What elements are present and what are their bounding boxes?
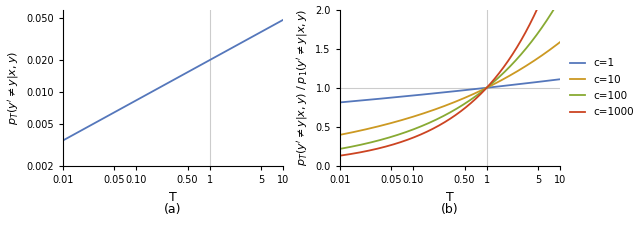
c=10: [425, 110, 433, 113]
c=1: [487, 86, 495, 89]
c=1000: [487, 81, 495, 84]
c=100: [512, 59, 520, 62]
Text: (a): (a): [164, 203, 182, 216]
c=10: [358, 129, 366, 131]
c=10: [336, 133, 344, 136]
c=100: [487, 83, 495, 86]
c=1: [358, 99, 366, 102]
c=10: [512, 71, 520, 74]
c=100: [358, 143, 366, 146]
Y-axis label: $p_T(y'\neq y|x,y)$: $p_T(y'\neq y|x,y)$: [6, 51, 20, 125]
Y-axis label: $p_T(y'\neq y|x,y)\;/\;p_1(y'\neq y|x,y)$: $p_T(y'\neq y|x,y)\;/\;p_1(y'\neq y|x,y)…: [295, 9, 310, 166]
c=1000: [358, 151, 366, 153]
c=1000: [336, 154, 344, 157]
c=10: [508, 73, 515, 76]
c=100: [433, 118, 441, 121]
Text: (b): (b): [441, 203, 459, 216]
Line: c=1: c=1: [340, 79, 560, 102]
c=10: [556, 41, 564, 43]
Line: c=100: c=100: [340, 0, 560, 149]
c=1: [433, 92, 441, 94]
c=100: [508, 63, 515, 66]
Line: c=10: c=10: [340, 42, 560, 135]
X-axis label: T: T: [169, 191, 177, 204]
c=1: [508, 84, 515, 86]
c=1: [512, 83, 520, 86]
Legend: c=1, c=10, c=100, c=1000: c=1, c=10, c=100, c=1000: [570, 58, 634, 117]
c=1000: [512, 48, 520, 51]
c=1: [336, 101, 344, 104]
c=1: [425, 93, 433, 95]
c=1000: [508, 54, 515, 57]
c=100: [336, 148, 344, 150]
X-axis label: T: T: [446, 191, 454, 204]
c=10: [433, 107, 441, 110]
c=100: [425, 122, 433, 124]
c=10: [487, 84, 495, 87]
c=1000: [433, 125, 441, 128]
Line: c=1000: c=1000: [340, 0, 560, 156]
c=1000: [425, 129, 433, 132]
c=1: [556, 78, 564, 81]
